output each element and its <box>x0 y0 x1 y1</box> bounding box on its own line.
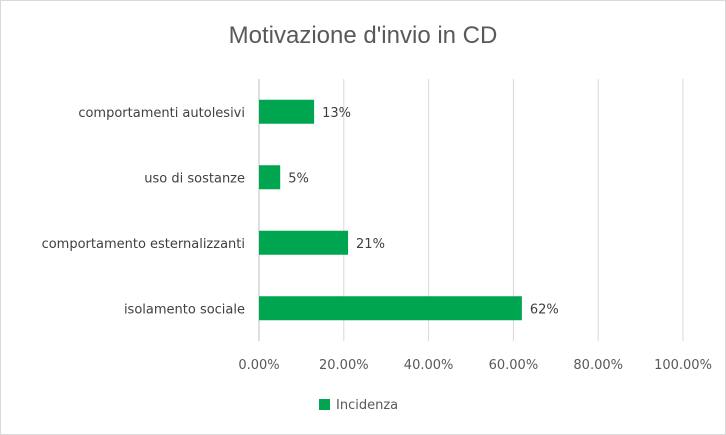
bar <box>259 230 349 255</box>
category-label: isolamento sociale <box>124 302 245 317</box>
x-tick-label: 60.00% <box>489 358 539 373</box>
y-axis-categories: comportamenti autolesivi uso di sostanze c… <box>42 106 245 318</box>
data-label: 21% <box>356 237 385 252</box>
bar <box>259 165 281 190</box>
bar <box>259 99 315 124</box>
data-labels: 13% 5% 21% 62% <box>288 106 559 318</box>
legend: Incidenza <box>319 398 398 413</box>
x-tick-label: 40.00% <box>404 358 454 373</box>
data-label: 13% <box>322 106 351 121</box>
data-label: 62% <box>530 302 559 317</box>
x-tick-label: 100.00% <box>654 358 712 373</box>
category-label: comportamento esternalizzanti <box>42 237 245 252</box>
bars <box>259 99 522 321</box>
x-tick-label: 80.00% <box>573 358 623 373</box>
chart-title: Motivazione d'invio in CD <box>229 22 498 49</box>
x-tick-label: 20.00% <box>319 358 369 373</box>
x-axis-ticks: 0.00% 20.00% 40.00% 60.00% 80.00% 100.00% <box>238 358 712 373</box>
legend-label: Incidenza <box>336 398 398 413</box>
x-tick-label: 0.00% <box>238 358 279 373</box>
bar <box>259 296 522 321</box>
category-label: comportamenti autolesivi <box>78 106 245 121</box>
category-label: uso di sostanze <box>144 171 245 186</box>
data-label: 5% <box>288 171 309 186</box>
legend-swatch <box>319 399 330 410</box>
